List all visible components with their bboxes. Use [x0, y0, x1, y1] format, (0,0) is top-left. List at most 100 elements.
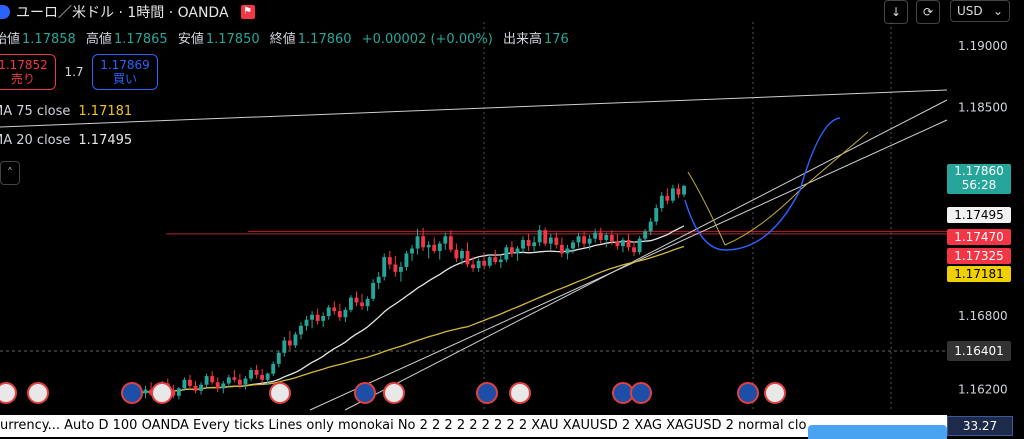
rsi-strip [808, 425, 947, 439]
candle-body [393, 264, 398, 272]
level2-price-tag: 1.17325 [947, 248, 1011, 264]
refresh-icon[interactable]: ⟳ [916, 0, 940, 24]
volume-label: 出来高 [502, 32, 542, 47]
candle-body [637, 238, 642, 253]
crosshair-price-tag: 1.16401 [947, 341, 1011, 361]
candle-body [249, 369, 253, 379]
bar-countdown: 56:28 [961, 178, 997, 192]
high-label: 高値 [85, 32, 112, 47]
candle-body [454, 249, 459, 259]
indicator-settings-bar[interactable]: urrency... Auto D 100 OANDA Every ticks … [0, 415, 947, 437]
candle-body [337, 311, 342, 318]
candle-body [226, 377, 231, 384]
y-tick-label: 1.18500 [958, 100, 1008, 114]
sell-button[interactable]: 1.17852 売り [0, 54, 56, 90]
sell-price: 1.17852 [0, 58, 48, 72]
candle-body [426, 244, 431, 248]
candle-body [321, 316, 326, 321]
candle-body [188, 379, 192, 386]
y-tick-label: 1.16200 [958, 383, 1008, 397]
candle-body [382, 257, 387, 277]
candle-body [437, 243, 442, 251]
candle-body [360, 302, 364, 307]
open-label: 始値 [0, 32, 21, 47]
collapse-legend-chevron-icon[interactable]: ˄ [0, 161, 20, 185]
buy-button[interactable]: 1.17869 買い [92, 54, 158, 90]
candle-body [254, 369, 259, 375]
ma75-legend[interactable]: MA 75 close 1.17181 [0, 104, 132, 119]
candle-body [509, 247, 514, 254]
candle-body [537, 230, 542, 243]
candle-body [576, 236, 581, 243]
trend-line [344, 99, 948, 411]
close-value: 1.17860 [297, 32, 352, 47]
candle-body [498, 259, 503, 263]
eu-flag-icon [476, 382, 498, 404]
download-icon[interactable]: ↓ [884, 0, 908, 24]
candle-body [582, 236, 587, 244]
candle-body [515, 248, 520, 254]
candle-body [182, 379, 187, 389]
candle-body [376, 276, 381, 283]
ma75-value: 1.17181 [78, 104, 133, 119]
candle-body [471, 264, 476, 269]
candle-body [315, 314, 320, 321]
candle-body [326, 307, 331, 316]
open-value: 1.17858 [22, 32, 76, 47]
ma20-legend[interactable]: MA 20 close 1.17495 [0, 133, 132, 148]
candle-body [632, 247, 636, 253]
close-label: 終値 [269, 32, 296, 47]
ohlc-legend: 始値 1.17858 高値 1.17865 安値 1.17850 終値 1.17860 … [0, 28, 575, 47]
candle-body [276, 352, 281, 364]
trend-lines [0, 89, 948, 411]
candle-body [532, 242, 537, 247]
candle-body [659, 195, 664, 209]
projection-curves [684, 117, 869, 251]
candle-body [421, 236, 426, 248]
candle-body [171, 389, 176, 396]
current-price: 1.17860 [954, 164, 1004, 178]
currency-select[interactable]: USD ⌄ [950, 0, 1010, 22]
chevron-down-icon: ⌄ [992, 4, 1003, 18]
candle-body [404, 253, 409, 267]
candle-body [215, 382, 220, 389]
rsi-value-tag: 33.27 [947, 416, 1013, 436]
candle-body [243, 378, 248, 385]
projection-yellow [687, 131, 869, 246]
eu-flag-icon [630, 382, 652, 404]
candle-body [676, 188, 681, 195]
candle-body [365, 298, 370, 307]
flag-icon[interactable]: ⚑ [240, 5, 255, 19]
high-value: 1.17865 [113, 32, 168, 47]
candle-body [415, 236, 420, 249]
low-label: 安値 [177, 32, 204, 47]
us-flag-icon [269, 382, 291, 404]
sell-label: 売り [10, 72, 35, 86]
candle-body [343, 309, 348, 318]
candle-body [293, 334, 298, 346]
ma75-line [139, 245, 685, 394]
candle-body [670, 188, 675, 201]
us-flag-icon [509, 382, 531, 404]
candle-body [493, 257, 498, 263]
candle-body [287, 340, 292, 346]
candle-body [348, 297, 353, 310]
candle-body [526, 239, 531, 247]
candle-body [176, 388, 181, 396]
us-flag-icon [27, 382, 49, 404]
candle-body [543, 230, 548, 244]
us-flag-icon [383, 382, 405, 404]
candle-body [443, 236, 448, 244]
ma20-price-tag: 1.17495 [947, 207, 1011, 223]
y-tick-label: 1.19000 [958, 39, 1008, 53]
candle-body [193, 385, 198, 391]
candle-body [482, 260, 487, 266]
currency-label: USD [957, 4, 983, 18]
low-value: 1.17850 [205, 32, 260, 47]
projection-blue [684, 117, 841, 251]
level1-price-tag: 1.17470 [947, 229, 1011, 245]
candle-body [504, 247, 509, 260]
symbol-title[interactable]: ユーロ／米ドル · 1時間 · OANDA [16, 5, 229, 21]
ma20-value: 1.17495 [78, 133, 133, 148]
